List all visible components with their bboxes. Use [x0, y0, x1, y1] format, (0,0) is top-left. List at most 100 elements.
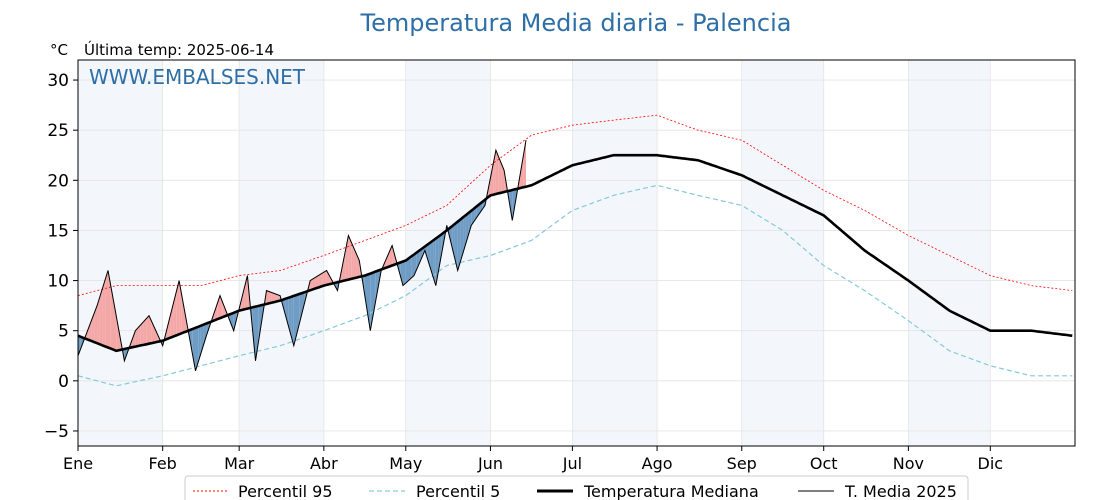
x-tick-label: Jun [477, 454, 503, 473]
anomaly-fill [460, 217, 464, 262]
anomaly-fill [392, 245, 395, 266]
anomaly-fill [501, 163, 505, 193]
x-tick-label: Jul [562, 454, 582, 473]
anomaly-fill [520, 156, 524, 188]
anomaly-fill [138, 324, 141, 346]
plot-frame [77, 59, 1076, 447]
legend-label-p5: Percentil 5 [416, 482, 500, 500]
anomaly-fill [302, 292, 305, 314]
x-tick-label: Ago [642, 454, 673, 473]
anomaly-fill [105, 270, 108, 348]
anomaly-fill [299, 293, 302, 324]
anomaly-fill [375, 270, 379, 301]
anomaly-fill [326, 270, 330, 285]
anomaly-fill [310, 278, 313, 291]
anomaly-fill [132, 330, 136, 348]
anomaly-fill [411, 254, 414, 279]
anomaly-fill [430, 240, 434, 277]
anomaly-fill [149, 315, 152, 344]
anomaly-fill [490, 164, 494, 196]
x-tick-label: Dic [978, 454, 1004, 473]
anomaly-fill [471, 208, 475, 226]
anomaly-fill [181, 295, 185, 334]
legend-box [184, 475, 969, 500]
y-tick-label: 25 [47, 121, 69, 141]
anomaly-fill [370, 272, 373, 331]
anomaly-fill [463, 215, 466, 253]
anomaly-fill [252, 306, 256, 361]
legend-label-2025: T. Media 2025 [844, 482, 957, 500]
x-tick-label: Abr [310, 454, 338, 473]
anomaly-fill [318, 273, 322, 288]
anomaly-fill [321, 272, 324, 287]
anomaly-fill [438, 234, 442, 271]
series-lines [78, 114, 1073, 387]
anomaly-fill [195, 326, 199, 371]
anomaly-fill [400, 261, 403, 286]
anomaly-fill [271, 292, 275, 303]
watermark: WWW.EMBALSES.NET [89, 65, 306, 89]
anomaly-fill [94, 305, 98, 344]
series-line-p95 [78, 114, 1073, 296]
anomaly-fill [457, 219, 461, 271]
anomaly-fill [403, 260, 406, 286]
anomaly-fill [364, 274, 368, 314]
anomaly-fill [315, 275, 319, 289]
anomaly-fill [173, 291, 177, 337]
anomaly-fill [258, 305, 261, 344]
series-line-median [78, 153, 1073, 353]
anomaly-fill [468, 210, 472, 235]
y-tick-label: 5 [58, 322, 69, 342]
anomaly-fill [509, 190, 513, 221]
x-tick-label: Nov [893, 454, 924, 473]
anomaly-fill [449, 226, 453, 248]
legend-label-p95: Percentil 95 [238, 482, 333, 500]
y-tick-label: −5 [44, 422, 69, 442]
legend: Percentil 95 Percentil 5 Temperatura Med… [184, 475, 969, 500]
anomaly-fill [386, 251, 390, 268]
month-band [908, 60, 991, 446]
anomaly-fill [288, 296, 292, 336]
anomaly-fill [269, 291, 272, 304]
y-tick-label: 30 [47, 71, 69, 91]
y-tick-label: 0 [58, 372, 69, 392]
unit-label: °C [50, 41, 68, 59]
anomaly-fill [419, 248, 423, 263]
anomaly-fill [231, 312, 234, 331]
anomaly-fill [285, 297, 289, 326]
anomaly-fill [91, 312, 95, 343]
series-line-p5 [78, 184, 1073, 387]
anomaly-fill [512, 189, 515, 221]
anomaly-fill [495, 150, 499, 194]
anomaly-fill [187, 325, 190, 341]
y-tick-label: 20 [47, 171, 69, 191]
anomaly-fill [154, 327, 158, 343]
anomaly-fill [192, 327, 196, 371]
anomaly-fill [266, 290, 270, 304]
anomaly-fill [373, 271, 376, 316]
y-tick-label: 15 [47, 221, 69, 241]
anomaly-fill [88, 320, 92, 342]
anomaly-fill [140, 321, 144, 346]
anomaly-fill [353, 248, 357, 279]
anomaly-fill [274, 293, 278, 302]
x-tick-label: Mar [224, 454, 255, 473]
month-band [78, 60, 163, 446]
month-band [239, 60, 324, 446]
anomaly-fill [293, 295, 297, 346]
anomaly-fill [405, 258, 409, 284]
anomaly-fill [348, 235, 352, 280]
last-temp-label: Última temp: 2025-06-14 [84, 40, 274, 59]
anomaly-fill [168, 313, 171, 339]
anomaly-fill [427, 242, 431, 268]
chart-title: Temperatura Media diaria - Palencia [360, 9, 792, 37]
anomaly-fill [203, 323, 207, 345]
anomaly-fill [116, 315, 119, 351]
x-tick-label: Sep [727, 454, 757, 473]
anomaly-fill [523, 140, 526, 188]
anomaly-fill [198, 325, 201, 362]
anomaly-fill [135, 327, 139, 347]
y-tick-label: 10 [47, 272, 69, 292]
x-tick-label: Oct [810, 454, 838, 473]
anomaly-fill [323, 270, 327, 286]
